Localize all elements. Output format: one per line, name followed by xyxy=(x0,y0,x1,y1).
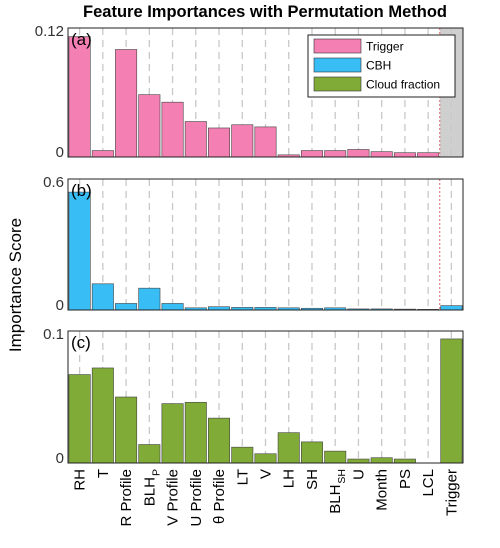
bar-blh-sh xyxy=(324,450,347,464)
legend-swatch xyxy=(313,38,362,54)
y-tick-label: 0.6 xyxy=(43,174,64,191)
bar-t xyxy=(91,150,114,158)
bar-lt xyxy=(231,124,254,158)
x-tick-label-r-profile: R Profile xyxy=(118,469,135,527)
panel-label: (c) xyxy=(71,333,91,352)
y-tick-label: 0 xyxy=(56,297,64,314)
legend-swatch xyxy=(313,57,362,73)
x-tick-label-t: T xyxy=(95,469,112,478)
bar-t xyxy=(91,367,114,464)
y-tick-label: 0.1 xyxy=(43,326,64,343)
bar-sh xyxy=(300,150,323,158)
bar-rh xyxy=(68,374,91,464)
x-tick-label-ps: PS xyxy=(397,469,414,489)
x-tick-label-u-profile: U Profile xyxy=(188,469,205,527)
bar-rh xyxy=(68,191,91,311)
bar-r-profile xyxy=(115,396,138,464)
bar-v xyxy=(254,453,277,464)
bar-rh xyxy=(68,36,91,158)
bar-u-profile xyxy=(184,401,207,464)
bar-u-profile xyxy=(184,121,207,158)
bar-blh-p xyxy=(138,287,161,311)
x-tick-label-v: V xyxy=(258,469,275,479)
bar-sh xyxy=(300,441,323,464)
y-axis-label: Importance Score xyxy=(6,218,25,352)
x-tick-label-v-profile: V Profile xyxy=(165,469,182,526)
bar-month xyxy=(370,151,393,158)
panel-c: 0 0.1 (c) xyxy=(43,326,464,467)
bar-u xyxy=(347,458,370,464)
y-tick-label: 0.12 xyxy=(35,23,64,40)
x-tick-label-sh: SH xyxy=(304,469,321,490)
bar-v-profile xyxy=(161,101,184,158)
bar-t xyxy=(91,283,114,311)
panel-label: (b) xyxy=(71,181,92,200)
legend-entry-label: Trigger xyxy=(366,40,404,54)
x-tick-labels: RH T R Profile BLHP V Profile U Profile θ Prof… xyxy=(72,469,461,527)
bar-trigger xyxy=(440,305,463,311)
y-tick-label: 0 xyxy=(56,450,64,467)
x-tick-label-u: U xyxy=(350,469,367,480)
legend-swatch xyxy=(313,76,362,92)
chart-title: Feature Importances with Permutation Met… xyxy=(83,3,447,21)
bar-blh-sh xyxy=(324,150,347,158)
bar-lcl xyxy=(417,152,440,158)
bar-lt xyxy=(231,446,254,464)
x-tick-label-lh: LH xyxy=(281,469,298,488)
bar-lh xyxy=(277,432,300,464)
bar-month xyxy=(370,457,393,464)
axes-box xyxy=(67,330,464,464)
bar-v-profile xyxy=(161,303,184,311)
bar-ps xyxy=(393,152,416,158)
bar-ps xyxy=(393,458,416,464)
x-tick-label-trigger: Trigger xyxy=(443,469,460,516)
x-tick-label-lcl: LCL xyxy=(420,469,437,497)
bar-v xyxy=(254,126,277,158)
y-tick-label: 0 xyxy=(56,144,64,161)
bar--profile xyxy=(208,417,231,464)
bar-r-profile xyxy=(115,303,138,311)
bar-blh-p xyxy=(138,444,161,464)
x-tick-subscript: SH xyxy=(336,469,348,484)
axes-box xyxy=(67,27,464,158)
legend-entry-label: Cloud fraction xyxy=(366,78,440,92)
bar-v-profile xyxy=(161,403,184,464)
x-tick-label-lt: LT xyxy=(234,469,251,485)
bar-u xyxy=(347,149,370,158)
x-tick-subscript: P xyxy=(150,469,162,476)
panel-label: (a) xyxy=(71,30,92,49)
axes-box xyxy=(67,178,464,311)
x-tick-label-month: Month xyxy=(374,469,391,511)
x-tick-label-rh: RH xyxy=(72,469,89,491)
bar-blh-p xyxy=(138,94,161,158)
bar-trigger xyxy=(440,338,463,464)
legend: Trigger CBH Cloud fraction xyxy=(307,34,456,98)
panel-b: 0 0.6 (b) xyxy=(43,174,464,314)
bar--profile xyxy=(208,127,231,158)
x-tick-label--profile: θ Profile xyxy=(211,469,228,524)
x-tick-label-blh-p: BLHP xyxy=(141,469,162,506)
legend-entry-label: CBH xyxy=(366,59,391,73)
bar-r-profile xyxy=(115,49,138,158)
x-tick-label-blh-sh: BLHSH xyxy=(327,469,348,514)
